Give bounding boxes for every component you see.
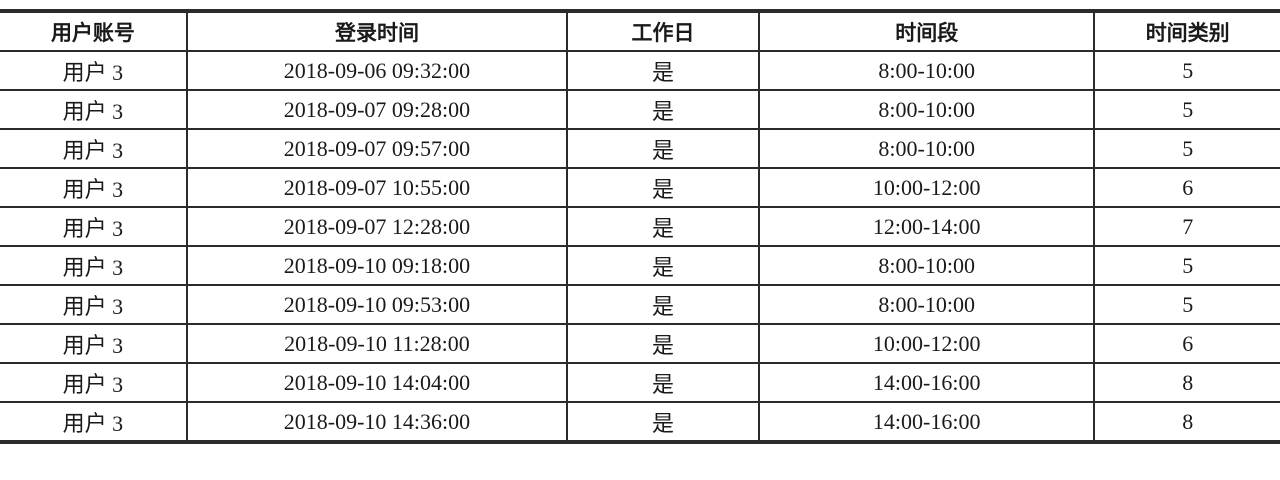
- workday-cell: 是: [566, 401, 761, 443]
- column-header-time-period: 时间段: [758, 10, 1096, 52]
- time-category-cell: 6: [1093, 167, 1280, 208]
- login-time-cell: 2018-09-07 12:28:00: [185, 206, 569, 247]
- column-header-workday: 工作日: [566, 10, 761, 52]
- time-category-cell: 8: [1093, 362, 1280, 403]
- header-row: 用户账号 登录时间 工作日 时间段 时间类别: [0, 10, 1280, 52]
- login-time-cell: 2018-09-10 14:36:00: [185, 401, 569, 443]
- time-category-cell: 5: [1093, 128, 1280, 169]
- time-period-cell: 14:00-16:00: [758, 362, 1096, 403]
- time-category-cell: 5: [1093, 284, 1280, 325]
- workday-cell: 是: [566, 284, 761, 325]
- workday-cell: 是: [566, 323, 761, 364]
- column-header-time-category: 时间类别: [1093, 10, 1280, 52]
- table-row: 用户 3 2018-09-10 14:36:00 是 14:00-16:00 8: [0, 401, 1280, 443]
- time-period-cell: 10:00-12:00: [758, 323, 1096, 364]
- time-period-cell: 8:00-10:00: [758, 245, 1096, 286]
- workday-cell: 是: [566, 50, 761, 91]
- table-body: 用户 3 2018-09-06 09:32:00 是 8:00-10:00 5 …: [0, 50, 1280, 443]
- column-header-login-time: 登录时间: [185, 10, 569, 52]
- login-time-cell: 2018-09-10 11:28:00: [185, 323, 569, 364]
- table-row: 用户 3 2018-09-10 09:53:00 是 8:00-10:00 5: [0, 284, 1280, 325]
- workday-cell: 是: [566, 245, 761, 286]
- table-row: 用户 3 2018-09-07 09:57:00 是 8:00-10:00 5: [0, 128, 1280, 169]
- user-account-cell: 用户 3: [0, 128, 188, 169]
- workday-cell: 是: [566, 362, 761, 403]
- login-time-cell: 2018-09-07 09:57:00: [185, 128, 569, 169]
- table-row: 用户 3 2018-09-07 09:28:00 是 8:00-10:00 5: [0, 89, 1280, 130]
- login-records-table: 用户账号 登录时间 工作日 时间段 时间类别 用户 3 2018-09-06 0…: [0, 9, 1280, 444]
- table-row: 用户 3 2018-09-10 14:04:00 是 14:00-16:00 8: [0, 362, 1280, 403]
- user-account-cell: 用户 3: [0, 89, 188, 130]
- workday-cell: 是: [566, 167, 761, 208]
- login-time-cell: 2018-09-10 14:04:00: [185, 362, 569, 403]
- user-account-cell: 用户 3: [0, 284, 188, 325]
- login-time-cell: 2018-09-06 09:32:00: [185, 50, 569, 91]
- time-category-cell: 5: [1093, 89, 1280, 130]
- time-period-cell: 8:00-10:00: [758, 284, 1096, 325]
- column-header-user-account: 用户账号: [0, 10, 188, 52]
- workday-cell: 是: [566, 89, 761, 130]
- user-account-cell: 用户 3: [0, 362, 188, 403]
- login-time-cell: 2018-09-07 09:28:00: [185, 89, 569, 130]
- time-period-cell: 8:00-10:00: [758, 50, 1096, 91]
- time-period-cell: 14:00-16:00: [758, 401, 1096, 443]
- user-account-cell: 用户 3: [0, 245, 188, 286]
- user-account-cell: 用户 3: [0, 167, 188, 208]
- user-account-cell: 用户 3: [0, 323, 188, 364]
- login-time-cell: 2018-09-10 09:53:00: [185, 284, 569, 325]
- table-row: 用户 3 2018-09-10 09:18:00 是 8:00-10:00 5: [0, 245, 1280, 286]
- time-category-cell: 8: [1093, 401, 1280, 443]
- table-row: 用户 3 2018-09-07 12:28:00 是 12:00-14:00 7: [0, 206, 1280, 247]
- time-period-cell: 8:00-10:00: [758, 89, 1096, 130]
- workday-cell: 是: [566, 128, 761, 169]
- workday-cell: 是: [566, 206, 761, 247]
- user-account-cell: 用户 3: [0, 206, 188, 247]
- time-period-cell: 12:00-14:00: [758, 206, 1096, 247]
- login-time-cell: 2018-09-10 09:18:00: [185, 245, 569, 286]
- time-category-cell: 5: [1093, 50, 1280, 91]
- table-row: 用户 3 2018-09-06 09:32:00 是 8:00-10:00 5: [0, 50, 1280, 91]
- table-row: 用户 3 2018-09-07 10:55:00 是 10:00-12:00 6: [0, 167, 1280, 208]
- time-category-cell: 5: [1093, 245, 1280, 286]
- time-category-cell: 6: [1093, 323, 1280, 364]
- table-row: 用户 3 2018-09-10 11:28:00 是 10:00-12:00 6: [0, 323, 1280, 364]
- time-period-cell: 10:00-12:00: [758, 167, 1096, 208]
- time-period-cell: 8:00-10:00: [758, 128, 1096, 169]
- login-time-cell: 2018-09-07 10:55:00: [185, 167, 569, 208]
- time-category-cell: 7: [1093, 206, 1280, 247]
- user-account-cell: 用户 3: [0, 50, 188, 91]
- user-account-cell: 用户 3: [0, 401, 188, 443]
